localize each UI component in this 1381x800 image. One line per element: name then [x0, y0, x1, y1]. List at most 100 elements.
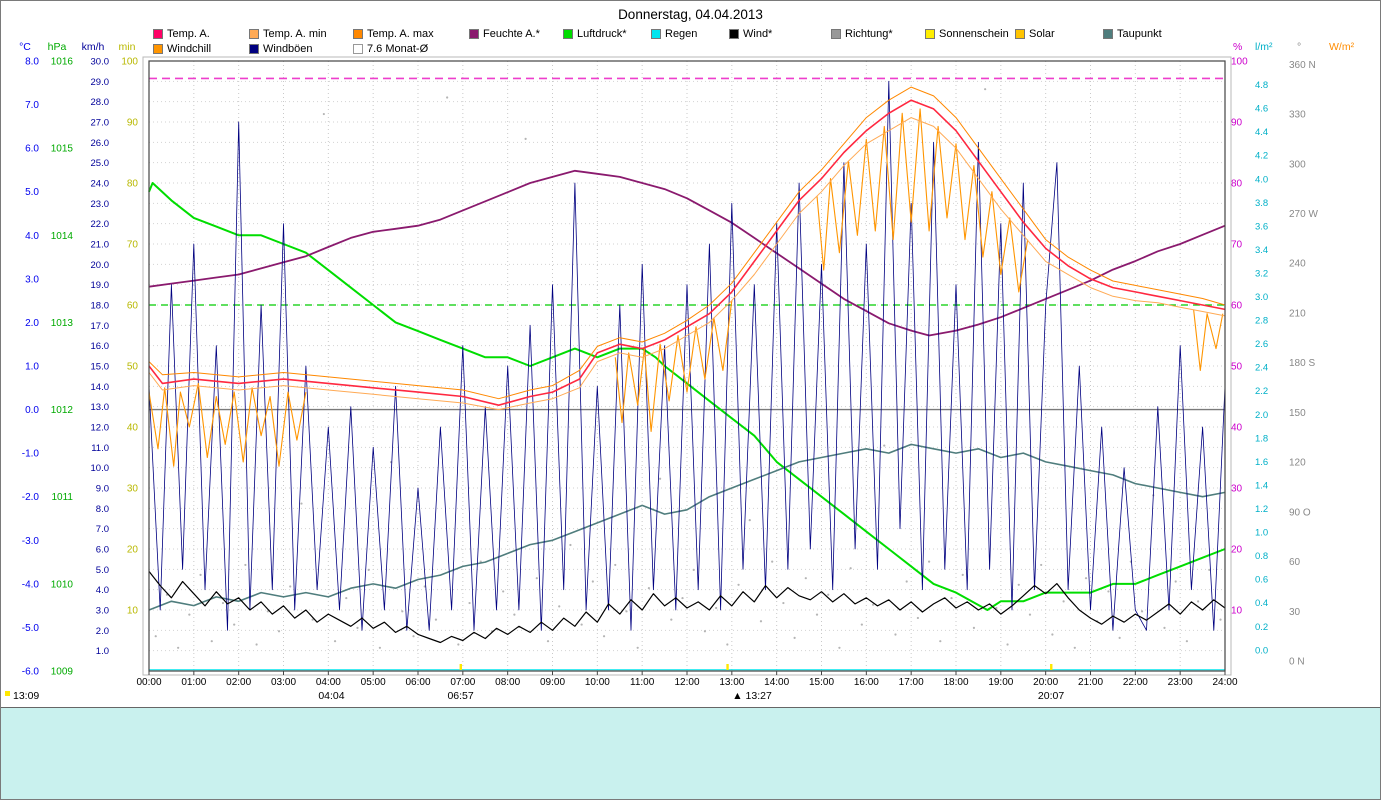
sun-mark	[726, 664, 729, 670]
axis-text: 3.0	[25, 274, 39, 285]
scatter-richtung-dot	[1208, 568, 1211, 571]
axis-text: 1010	[51, 579, 74, 590]
axis-text: 4.0	[1255, 174, 1268, 185]
scatter-richtung-dot	[939, 640, 942, 643]
axis-text: 29.0	[91, 77, 110, 88]
legend-item-windchill: Windchill	[153, 43, 211, 55]
axis-text: 1012	[51, 405, 74, 416]
legend-swatch	[153, 44, 163, 54]
series-temp-a-min	[148, 117, 1226, 411]
scatter-richtung-dot	[1073, 646, 1076, 649]
axis-text: 6.0	[96, 545, 109, 556]
legend-item-feuchte-a: Feuchte A.*	[469, 28, 540, 40]
axis-text: 1.0	[1255, 528, 1268, 539]
axis-text: 100	[121, 57, 138, 68]
legend-swatch	[651, 29, 661, 39]
axis-text: 0.4	[1255, 598, 1268, 609]
axis-text: 04:04	[318, 690, 344, 702]
axis-text: 1013	[51, 318, 74, 329]
series-feuchte-a	[148, 169, 1226, 337]
scatter-richtung-dot	[636, 646, 639, 649]
axis-text: -4.0	[22, 579, 40, 590]
axis-text: -6.0	[22, 667, 40, 678]
axis-text: -5.0	[22, 623, 40, 634]
axis-text: -1.0	[22, 449, 40, 460]
axis-text: 2.2	[1255, 386, 1268, 397]
scatter-richtung-dot	[322, 112, 325, 116]
legend-item-taupunkt: Taupunkt	[1103, 28, 1162, 40]
scatter-richtung-dot	[446, 96, 449, 99]
legend-swatch	[249, 29, 259, 39]
legend-item-solar: Solar	[1015, 28, 1055, 40]
legend-item-7-6-monat: 7.6 Monat-Ø	[353, 43, 428, 55]
scatter-richtung-dot	[1051, 633, 1054, 636]
legend-label: Regen	[665, 28, 698, 40]
axis-text: 40	[1231, 423, 1243, 434]
axis-text: 01:00	[181, 677, 206, 688]
scatter-richtung-dot	[681, 596, 684, 600]
axis-text: 4.2	[1255, 151, 1268, 162]
series-wind	[148, 571, 1226, 644]
axis-text: 1.2	[1255, 504, 1268, 515]
series-taupunkt	[148, 443, 1226, 611]
legend-item-luftdruck: Luftdruck*	[563, 28, 627, 40]
axis-text: W/m²	[1329, 41, 1355, 53]
sun-marker	[5, 691, 10, 696]
scatter-richtung-dot	[928, 560, 931, 563]
scatter-richtung-dot	[468, 601, 471, 605]
scatter-richtung-dot	[849, 567, 852, 570]
axis-text: 270 W	[1289, 209, 1318, 220]
scatter-richtung-dot	[871, 603, 875, 606]
axis-text: 20	[127, 545, 139, 556]
scatter-richtung-dot	[771, 560, 774, 563]
series-windchill	[1193, 309, 1224, 371]
axis-text: 13.0	[91, 402, 110, 413]
axis-text: 50	[1231, 362, 1243, 373]
axis-text: 20:00	[1033, 677, 1058, 688]
scatter-richtung-dot	[782, 601, 785, 605]
scatter-richtung-dot	[715, 606, 718, 610]
axis-text: 1014	[51, 231, 74, 242]
scatter-richtung-dot	[905, 580, 908, 583]
scatter-richtung-dot	[883, 444, 886, 447]
scatter-richtung-dot	[659, 477, 662, 480]
scatter-richtung-dot	[703, 630, 707, 633]
axis-text: 4.4	[1255, 127, 1268, 138]
axis-text: 4.6	[1255, 104, 1268, 115]
series-windchill	[614, 300, 733, 432]
scatter-richtung-dot	[569, 543, 572, 547]
legend-swatch	[249, 44, 259, 54]
axis-text: 90	[1231, 118, 1243, 129]
legend-swatch	[153, 29, 163, 39]
axis-text: 60	[127, 301, 139, 312]
axis-text: 70	[127, 240, 139, 251]
axis-text: 1016	[51, 57, 74, 68]
legend-swatch	[1103, 29, 1113, 39]
legend-item-temp-a: Temp. A.	[153, 28, 210, 40]
scatter-richtung-dot	[1062, 600, 1065, 603]
axis-text: 40	[127, 423, 139, 434]
axis-text: 11:00	[630, 677, 655, 688]
axis-text: %	[1233, 41, 1242, 53]
scatter-richtung-dot	[233, 623, 236, 626]
scatter-richtung-dot	[838, 646, 841, 649]
scatter-richtung-dot	[972, 626, 976, 630]
scatter-richtung-dot	[1140, 610, 1144, 613]
axis-text: 210	[1289, 308, 1306, 319]
axis-text: 360 N	[1289, 60, 1316, 71]
axis-text: 18.0	[91, 301, 110, 312]
legend-item-sonnenschein: Sonnenschein	[925, 28, 1009, 40]
series-windb-en	[148, 80, 1226, 631]
axis-text: 1.4	[1255, 480, 1268, 491]
legend-item-windb-en: Windböen	[249, 43, 313, 55]
axis-text: ▲ 13:27	[732, 690, 772, 702]
axis-text: 19:00	[988, 677, 1013, 688]
weather-chart-svg: °C 8.0 7.0 6.0 5.0 4.0 3.0 2.0 1.0 0.0 -1.0 -2.0 -3.…	[5, 41, 1355, 702]
scatter-richtung-dot	[647, 587, 650, 590]
axis-text: 00:00	[136, 677, 161, 688]
axis-text: 14.0	[91, 382, 110, 393]
axis-text: 10	[1231, 606, 1243, 617]
legend-swatch	[925, 29, 935, 39]
axis-text: 1009	[51, 667, 74, 678]
scatter-richtung-dot	[199, 573, 202, 576]
